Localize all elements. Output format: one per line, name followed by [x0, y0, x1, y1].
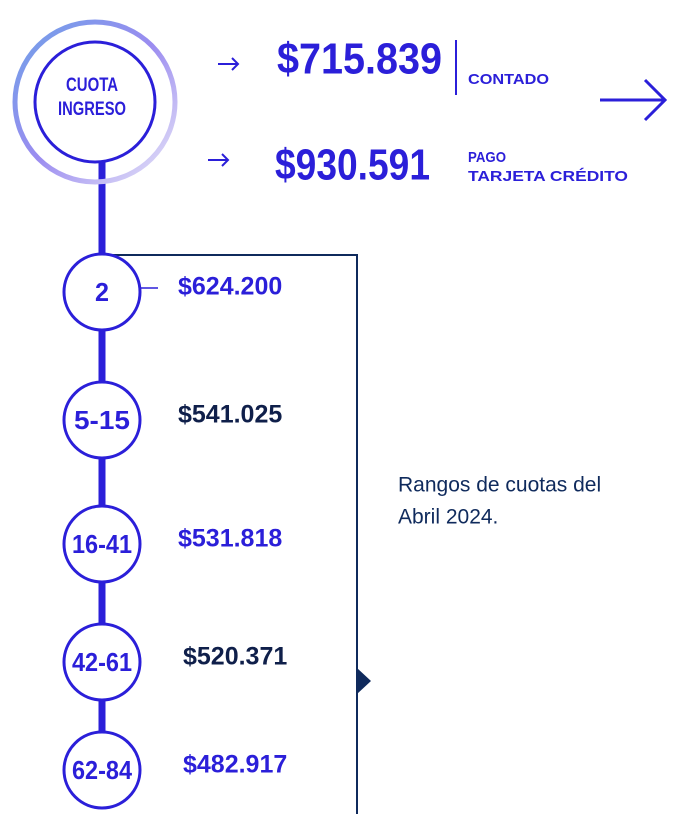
range-label: 42-61: [72, 647, 132, 677]
entry-label: CUOTA: [66, 75, 118, 96]
range-circle: [62, 504, 142, 584]
note-line: Abril 2024.: [398, 506, 498, 529]
credit-label: TARJETA CRÉDITO: [468, 168, 628, 185]
arrow: [218, 57, 240, 71]
range-circle: [62, 380, 142, 460]
circle-halo: [12, 19, 178, 185]
range-price: $482.917: [183, 751, 287, 779]
bracket: [102, 254, 358, 814]
range-label: 62-84: [72, 755, 132, 785]
arrow: [208, 153, 230, 167]
note-line: Rangos de cuotas del: [398, 474, 601, 497]
range-label: 16-41: [72, 529, 132, 559]
range-price: $541.025: [178, 401, 282, 429]
cash-price: $715.839: [277, 35, 442, 84]
range-label: 2: [95, 277, 109, 307]
credit-label: PAGO: [468, 149, 506, 166]
entry-label: INGRESO: [58, 99, 126, 120]
credit-price: $930.591: [275, 141, 430, 190]
range-price: $531.818: [178, 525, 282, 553]
range-circle: [62, 622, 142, 702]
cash-label: CONTADO: [468, 71, 549, 88]
entry-circle: [33, 40, 157, 164]
arrows: [208, 57, 668, 167]
range-price: $624.200: [178, 273, 282, 301]
range-label: 5-15: [74, 405, 130, 435]
arrow-large: [600, 78, 668, 122]
range-circle: [62, 730, 142, 810]
range-price: $520.371: [183, 643, 287, 671]
bracket-pointer: [357, 668, 371, 694]
range-circle: [62, 252, 142, 332]
